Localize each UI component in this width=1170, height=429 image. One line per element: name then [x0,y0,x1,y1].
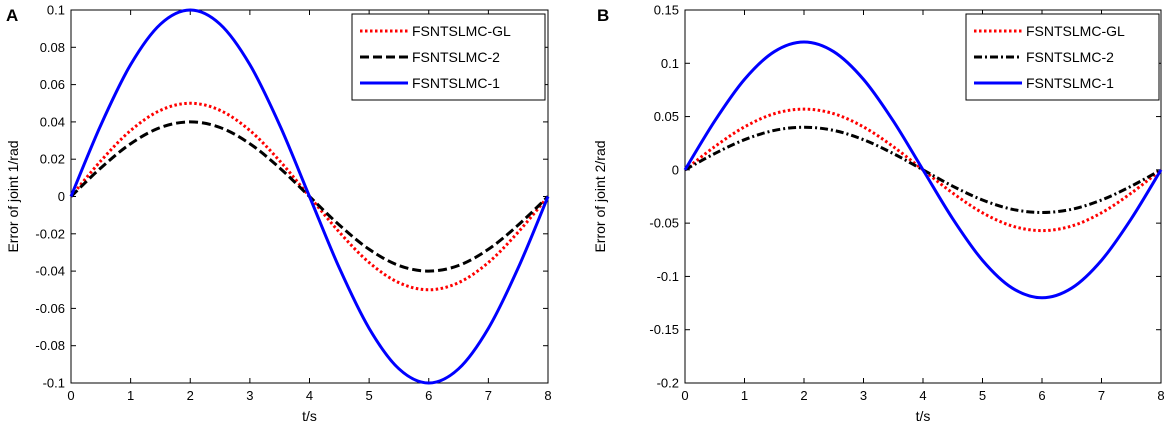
x-tick-label: 2 [187,388,194,403]
x-tick-label: 4 [306,388,313,403]
y-axis-label: Error of joint 1/rad [5,140,21,252]
y-tick-label: -0.15 [649,322,679,337]
y-tick-label: 0.02 [40,152,65,167]
x-tick-label: 5 [979,388,986,403]
x-tick-label: 7 [485,388,492,403]
y-tick-label: 0.08 [40,40,65,55]
x-tick-label: 0 [67,388,74,403]
legend-entry: FSNTSLMC-GL [412,23,511,39]
y-tick-label: -0.04 [35,264,65,279]
y-tick-label: 0.06 [40,77,65,92]
legend-box [965,13,1160,101]
y-tick-label: 0.04 [40,114,65,129]
x-axis-label: t/s [302,408,317,424]
series-line-fsntslmc-1 [683,40,1163,300]
x-tick-label: 1 [741,388,748,403]
x-tick-label: 5 [366,388,373,403]
y-tick-label: -0.1 [43,376,65,391]
chart-a: A 0 1 2 3 4 5 6 7 8 -0.1 -0.08 -0.06 -0.04 -0.02 0 0.02 0… [5,3,552,425]
panel-label: A [6,6,18,25]
y-tick-label: -0.2 [657,376,679,391]
legend-box [351,13,546,101]
x-tick-label: 6 [425,388,432,403]
y-tick-label: 0 [672,162,679,177]
chart-b: B 0 1 2 3 4 5 6 7 8 -0.2 -0.15 -0.1 -0.05 0 0.05 0.1 0.15… [592,3,1165,425]
legend-entry: FSNTSLMC-1 [412,75,500,91]
x-tick-label: 7 [1098,388,1105,403]
y-tick-label: -0.08 [35,338,65,353]
series-line-fsntslmc-2 [684,125,1162,214]
legend-entry: FSNTSLMC-2 [1026,49,1114,65]
legend-entry: FSNTSLMC-1 [1026,75,1114,91]
x-tick-label: 3 [246,388,253,403]
y-tick-label: -0.02 [35,226,65,241]
x-tick-label: 0 [681,388,688,403]
y-tick-label: -0.1 [657,269,679,284]
y-tick-label: -0.06 [35,301,65,316]
legend-entry: FSNTSLMC-2 [412,49,500,65]
y-axis-label: Error of joint 2/rad [592,140,608,252]
x-axis-label: t/s [916,408,931,424]
x-tick-label: 4 [919,388,926,403]
y-tick-label: 0.15 [654,3,679,18]
y-tick-label: 0.1 [661,56,679,71]
x-tick-label: 2 [800,388,807,403]
x-tick-label: 1 [127,388,134,403]
y-tick-label: -0.05 [649,216,679,231]
y-tick-label: 0.1 [47,3,65,18]
x-tick-label: 8 [544,388,551,403]
legend-entry: FSNTSLMC-GL [1026,23,1125,39]
panel-label: B [597,6,609,25]
y-tick-label: 0.05 [654,109,679,124]
series-line-fsntslmc-1 [69,8,550,385]
x-tick-label: 8 [1157,388,1164,403]
y-tick-label: 0 [58,189,65,204]
x-tick-label: 3 [860,388,867,403]
x-tick-label: 6 [1038,388,1045,403]
